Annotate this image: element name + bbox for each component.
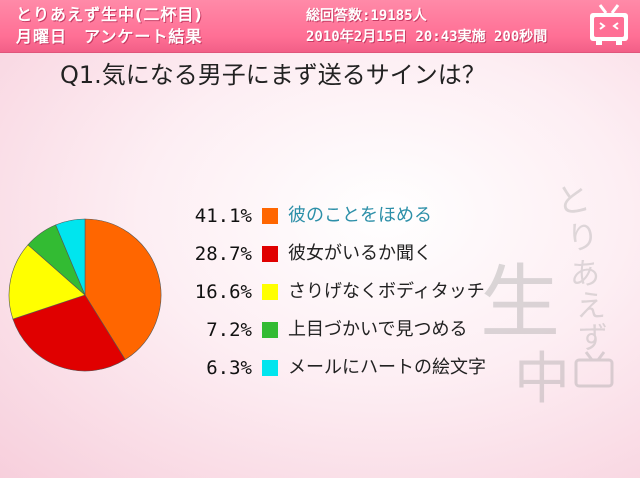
svg-text:り: り [565, 217, 601, 258]
svg-text:え: え [576, 289, 606, 324]
pie-slice-2 [12, 294, 126, 372]
svg-text:あ: あ [570, 257, 600, 292]
legend-swatch [262, 246, 278, 262]
pie-slice-1 [84, 218, 162, 360]
legend-percent: 6.3% [206, 357, 252, 379]
svg-text:ず: ず [578, 321, 608, 356]
legend-label: メールにハートの絵文字 [288, 357, 486, 378]
pie-slice-3 [8, 244, 86, 320]
legend-swatch [262, 360, 278, 376]
header-bar: とりあえず生中(二杯目) 月曜日 アンケート結果 総回答数:19185人 201… [0, 0, 640, 52]
survey-day-label: 月曜日 アンケート結果 [16, 27, 203, 46]
legend-label: 上目づかいで見つめる [288, 319, 468, 340]
svg-text:生: 生 [480, 256, 560, 349]
svg-text:と: と [554, 180, 593, 223]
legend-label: 彼女がいるか聞く [288, 243, 432, 264]
legend-swatch [262, 322, 278, 338]
pie-chart [8, 218, 162, 372]
pie-slice-5 [55, 218, 86, 296]
total-responses: 総回答数:19185人 [306, 8, 427, 24]
tv-logo-icon [590, 4, 628, 45]
legend-swatch [262, 284, 278, 300]
legend-label: 彼のことをほめる [288, 205, 432, 226]
legend-percent: 16.6% [194, 281, 252, 303]
toriaezu-namachu-watermark: と り あ え ず 生 中 [480, 180, 614, 412]
program-title: とりあえず生中(二杯目) [16, 5, 203, 24]
legend-label: さりげなくボディタッチ [288, 281, 485, 302]
survey-datetime: 2010年2月15日 20:43実施 200秒間 [306, 29, 548, 45]
legend-percent: 28.7% [194, 243, 252, 265]
legend-percent: 7.2% [206, 319, 252, 341]
legend-swatch [262, 208, 278, 224]
legend-percent: 41.1% [194, 205, 252, 227]
question-title: Q1.気になる男子にまず送るサインは？ [60, 61, 486, 89]
svg-text:中: 中 [514, 347, 570, 412]
